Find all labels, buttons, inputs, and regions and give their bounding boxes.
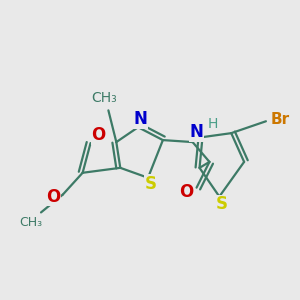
Text: O: O [179,183,194,201]
Text: S: S [145,175,157,193]
Text: N: N [133,110,147,128]
Text: S: S [215,196,227,214]
Text: CH₃: CH₃ [20,216,43,229]
Text: CH₃: CH₃ [92,92,117,106]
Text: Br: Br [270,112,289,127]
Text: H: H [207,117,218,131]
Text: N: N [190,123,203,141]
Text: O: O [92,126,106,144]
Text: O: O [46,188,60,206]
